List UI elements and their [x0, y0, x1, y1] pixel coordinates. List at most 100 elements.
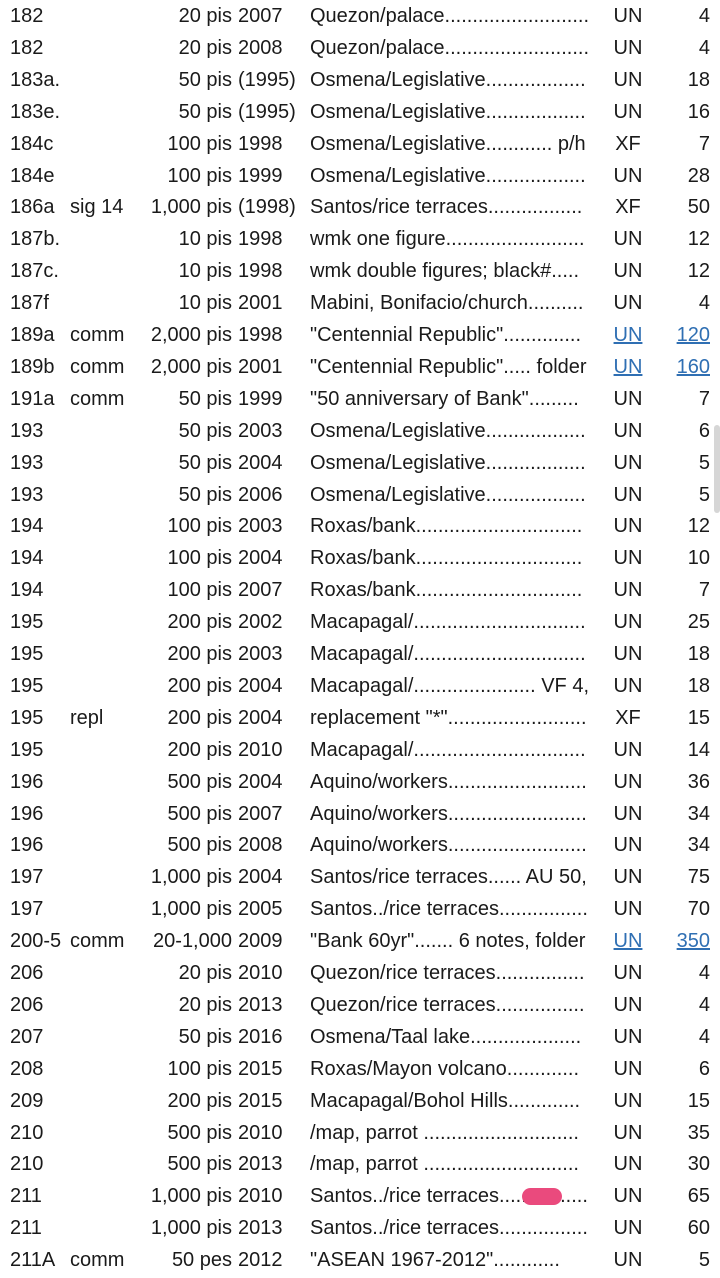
denomination: 10 pis: [178, 292, 232, 315]
grade: UN: [613, 100, 643, 123]
denomination: 20 pis: [178, 962, 232, 984]
denomination: 50 pis: [178, 1025, 232, 1048]
price[interactable]: 160: [676, 355, 710, 378]
denomination: 100 pis: [167, 579, 233, 602]
catalog-number: 200-5: [10, 930, 62, 953]
description: Osmena/Legislative..................: [310, 164, 586, 187]
price: 30: [687, 1153, 710, 1176]
catalog-number: 210: [10, 1121, 44, 1144]
price: 5: [698, 483, 710, 506]
denomination: 100 pis: [167, 515, 233, 538]
catalog-number: 189b: [10, 355, 55, 378]
price: 4: [698, 292, 710, 315]
denomination: 500 pis: [167, 770, 233, 793]
year: 2013: [238, 1217, 283, 1240]
catalog-number: 210: [10, 1153, 44, 1176]
list-row: 197 1,000 pis 2005 Santos../rice terraces..…: [0, 893, 720, 925]
year: 2015: [238, 1089, 283, 1112]
description: /map, parrot ...........................…: [310, 1153, 579, 1176]
grade: UN: [613, 834, 643, 857]
denomination: 50 pis: [178, 100, 232, 123]
grade: UN: [613, 866, 643, 889]
denomination: 500 pis: [167, 834, 233, 857]
grade: UN: [613, 674, 643, 697]
list-row: 209 200 pis 2015 Macapagal/Bohol Hills.....…: [0, 1085, 720, 1117]
grade: UN: [613, 1217, 643, 1240]
catalog-number: 189a: [10, 324, 55, 346]
year: 2003: [238, 515, 283, 538]
denomination: 100 pis: [167, 547, 233, 570]
denomination: 200 pis: [167, 674, 233, 697]
year: 2007: [238, 5, 283, 27]
price: 18: [687, 643, 710, 665]
price: 16: [687, 100, 710, 123]
year: 2003: [238, 643, 283, 665]
year: 2004: [238, 451, 283, 474]
catalog-number: 211: [10, 1185, 42, 1208]
grade: UN: [613, 611, 643, 634]
year: 2008: [238, 36, 283, 59]
description: Aquino/workers.........................: [310, 834, 587, 857]
catalog-number: 183a.: [10, 68, 61, 91]
description: Santos../rice terraces................: [310, 1185, 588, 1208]
denomination: 100 pis: [167, 164, 233, 187]
year: (1995): [238, 68, 296, 91]
price: 75: [687, 866, 710, 889]
description: "Centennial Republic"..............: [310, 324, 581, 346]
denomination: 200 pis: [167, 643, 233, 665]
grade: UN: [613, 898, 643, 921]
description: "ASEAN 1967-2012"............: [310, 1249, 560, 1272]
catalog-number: 196: [10, 802, 44, 825]
scrollbar[interactable]: [714, 425, 720, 513]
list-row: 195 200 pis 2002 Macapagal/................…: [0, 606, 720, 638]
denomination: 1,000 pis: [150, 1185, 232, 1208]
price: 12: [687, 228, 710, 251]
description: Santos../rice terraces................: [310, 1217, 588, 1240]
description: Osmena/Legislative..................: [310, 451, 586, 474]
catalog-number: 197: [10, 866, 44, 889]
catalog-number: 206: [10, 993, 44, 1016]
description: Macapagal/Bohol Hills.............: [310, 1089, 581, 1112]
year: 1999: [238, 164, 283, 187]
description: Osmena/Legislative............ p/h: [310, 132, 586, 155]
description: "Centennial Republic"..... folder: [310, 355, 587, 378]
list-row: 193 50 pis 2006 Osmena/Legislative.........…: [0, 479, 720, 511]
year: 2012: [238, 1249, 283, 1272]
grade: UN: [613, 1089, 643, 1112]
highlight-mark: [522, 1188, 562, 1205]
denomination: 20 pis: [178, 5, 232, 27]
price: 34: [687, 834, 710, 857]
denomination: 1,000 pis: [150, 866, 232, 889]
price: 18: [687, 674, 710, 697]
price: 15: [687, 706, 710, 729]
year: 2015: [238, 1057, 283, 1080]
list-row: 193 50 pis 2004 Osmena/Legislative.........…: [0, 447, 720, 479]
grade[interactable]: UN: [613, 930, 643, 953]
grade: UN: [613, 36, 643, 59]
year: 2004: [238, 770, 283, 793]
catalog-number: 197: [10, 898, 44, 921]
year: 2001: [238, 355, 283, 378]
list-row: 208 100 pis 2015 Roxas/Mayon volcano.......…: [0, 1053, 720, 1085]
description: Osmena/Legislative..................: [310, 483, 586, 506]
price: 4: [698, 962, 710, 984]
catalog-number: 184c: [10, 132, 54, 155]
price: 4: [698, 36, 710, 59]
denomination: 10 pis: [178, 228, 232, 251]
denomination: 500 pis: [167, 1153, 233, 1176]
description: Roxas/bank..............................: [310, 515, 583, 538]
grade: UN: [613, 164, 643, 187]
price[interactable]: 350: [676, 930, 710, 953]
grade[interactable]: UN: [613, 324, 643, 346]
price: 6: [698, 419, 710, 442]
list-row: 195 200 pis 2010 Macapagal/................…: [0, 734, 720, 766]
year: 2006: [238, 483, 283, 506]
denomination: 200 pis: [167, 1089, 233, 1112]
denomination: 500 pis: [167, 1121, 233, 1144]
denomination: 10 pis: [178, 260, 232, 283]
grade: UN: [613, 993, 643, 1016]
grade[interactable]: UN: [613, 355, 643, 378]
price[interactable]: 120: [676, 324, 710, 346]
catalog-number: 182: [10, 5, 44, 27]
